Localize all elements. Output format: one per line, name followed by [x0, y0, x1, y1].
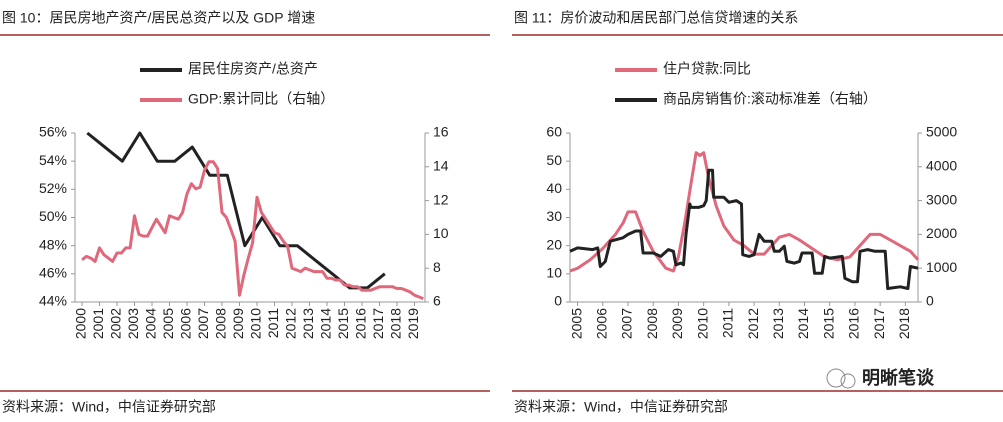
y2-tick-label: 14 [433, 158, 449, 174]
series-line [569, 151, 920, 273]
y2-tick-label: 2000 [926, 225, 957, 241]
y2-tick-label: 6 [433, 293, 441, 309]
x-tick-label: 2007 [619, 308, 635, 339]
x-tick-label: 2019 [405, 308, 421, 339]
watermark-icon [840, 373, 856, 389]
x-tick-label: 2000 [73, 308, 89, 339]
x-tick-label: 2016 [353, 308, 369, 339]
y-tick-label: 52% [39, 180, 67, 196]
x-tick-label: 2005 [160, 308, 176, 339]
source: 资料来源：Wind，中信证券研究部 [2, 399, 216, 415]
y-tick-label: 46% [39, 265, 67, 281]
x-tick-label: 2015 [820, 308, 836, 339]
x-tick-label: 2018 [896, 308, 912, 339]
y-tick-label: 56% [39, 124, 67, 140]
x-tick-label: 2008 [213, 308, 229, 339]
x-tick-label: 2005 [568, 308, 584, 339]
chart-title: 图 11：房价波动和居民部门总信贷增速的关系 [514, 10, 798, 26]
x-tick-label: 2013 [300, 308, 316, 339]
x-tick-label: 2001 [90, 308, 106, 339]
y2-tick-label: 10 [433, 225, 449, 241]
legend-label: GDP:累计同比（右轴） [188, 91, 334, 107]
source: 资料来源：Wind，中信证券研究部 [514, 399, 728, 415]
legend-label: 居民住房资产/总资产 [188, 61, 318, 77]
y-tick-label: 10 [546, 265, 562, 281]
x-tick-label: 2015 [335, 308, 351, 339]
y-tick-label: 50 [546, 152, 562, 168]
y2-tick-label: 5000 [926, 124, 957, 140]
x-tick-label: 2009 [230, 308, 246, 339]
x-tick-label: 2004 [143, 308, 159, 339]
y2-tick-label: 4000 [926, 158, 957, 174]
x-tick-label: 2006 [593, 308, 609, 339]
y2-tick-label: 16 [433, 124, 449, 140]
y-tick-label: 50% [39, 208, 67, 224]
y-tick-label: 54% [39, 152, 67, 168]
series-line [86, 131, 386, 290]
x-tick-label: 2007 [195, 308, 211, 339]
y-tick-label: 48% [39, 236, 67, 252]
y-tick-label: 44% [39, 293, 67, 309]
y2-tick-label: 8 [433, 259, 441, 275]
y-tick-label: 40 [546, 180, 562, 196]
x-tick-label: 2002 [108, 308, 124, 339]
x-tick-label: 2012 [283, 308, 299, 339]
x-tick-label: 2018 [388, 308, 404, 339]
legend-label: 住户贷款:同比 [663, 61, 751, 77]
x-tick-label: 2012 [745, 308, 761, 339]
x-tick-label: 2014 [795, 308, 811, 339]
x-tick-label: 2003 [125, 308, 141, 339]
y-tick-label: 0 [554, 293, 562, 309]
x-tick-label: 2014 [318, 308, 334, 339]
series-line [81, 160, 424, 300]
x-tick-label: 2016 [846, 308, 862, 339]
y2-tick-label: 12 [433, 191, 449, 207]
y2-tick-label: 0 [926, 293, 934, 309]
x-tick-label: 2017 [370, 308, 386, 339]
series-line [569, 168, 919, 290]
legend-label: 商品房销售价:滚动标准差（右轴） [663, 91, 877, 107]
x-tick-label: 2009 [669, 308, 685, 339]
chart-title: 图 10：居民房地产资产/居民总资产以及 GDP 增速 [2, 10, 315, 26]
x-tick-label: 2013 [770, 308, 786, 339]
x-tick-label: 2011 [720, 308, 736, 338]
x-tick-label: 2017 [871, 308, 887, 339]
y-tick-label: 60 [546, 124, 562, 140]
x-tick-label: 2010 [694, 308, 710, 339]
y2-tick-label: 3000 [926, 191, 957, 207]
x-tick-label: 2008 [644, 308, 660, 339]
y-tick-label: 20 [546, 236, 562, 252]
watermark: 明晰笔谈 [862, 367, 935, 388]
x-tick-label: 2006 [178, 308, 194, 339]
x-tick-label: 2011 [265, 308, 281, 338]
watermark-icon [826, 368, 846, 388]
y2-tick-label: 1000 [926, 259, 957, 275]
x-tick-label: 2010 [248, 308, 264, 339]
y-tick-label: 30 [546, 208, 562, 224]
